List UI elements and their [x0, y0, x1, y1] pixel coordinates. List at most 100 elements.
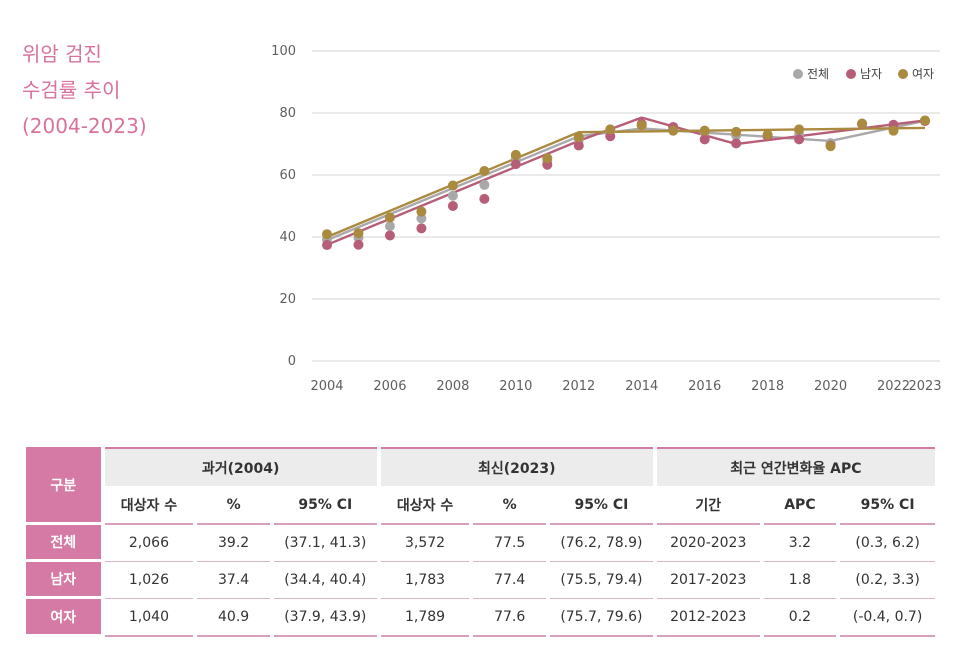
x-tick-label: 2008 — [436, 379, 469, 394]
data-point — [479, 193, 490, 204]
data-point — [510, 149, 521, 160]
table-cell: (0.3, 6.2) — [840, 525, 935, 562]
x-tick-label: 2018 — [751, 379, 784, 394]
subheader: % — [197, 487, 270, 525]
table-cell: 3.2 — [763, 525, 837, 562]
table-cell: 2017-2023 — [656, 562, 760, 599]
data-point — [542, 153, 553, 164]
data-point — [322, 229, 332, 240]
chart-title-line-3: (2004-2023) — [22, 114, 147, 138]
table-cell: 3,572 — [380, 525, 470, 562]
group-header-latest: 최신(2023) — [380, 447, 653, 487]
subheader: APC — [763, 487, 837, 525]
x-tick-label: 2020 — [814, 379, 847, 394]
chart-title-line-1: 위암 검진 — [22, 42, 102, 66]
table-cell: 1,040 — [104, 599, 194, 637]
data-point — [668, 125, 679, 136]
series-line — [326, 119, 926, 242]
y-gridlines — [312, 50, 940, 362]
legend-label: 남자 — [860, 67, 882, 81]
chart-title: 위암 검진 수검률 추이 (2004-2023) — [22, 36, 222, 144]
legend-marker — [846, 69, 856, 79]
subheader: 95% CI — [273, 487, 377, 525]
data-point — [384, 230, 395, 241]
legend-marker — [898, 69, 908, 79]
data-point — [353, 228, 364, 239]
subheader: 대상자 수 — [104, 487, 194, 525]
table-row: 여자 1,040 40.9 (37.9, 43.9) 1,789 77.6 (7… — [26, 599, 935, 637]
table-corner-header: 구분 — [26, 447, 101, 525]
x-tick-label: 2022 — [877, 379, 910, 394]
data-points — [322, 115, 930, 251]
y-tick-label: 100 — [271, 44, 296, 59]
table-cell: 0.2 — [763, 599, 837, 637]
data-point — [699, 125, 710, 136]
table-cell: (75.7, 79.6) — [549, 599, 653, 637]
table-cell: 2012-2023 — [656, 599, 760, 637]
table-cell: 40.9 — [197, 599, 270, 637]
data-point — [416, 223, 427, 234]
table-cell: 1,789 — [380, 599, 470, 637]
legend-label: 전체 — [807, 67, 829, 81]
x-tick-label: 2023 — [908, 379, 941, 394]
row-label: 여자 — [26, 599, 101, 637]
legend-label: 여자 — [912, 67, 934, 81]
data-point — [888, 125, 899, 136]
series-line — [326, 116, 926, 246]
table-cell: 1,026 — [104, 562, 194, 599]
table-cell: 39.2 — [197, 525, 270, 562]
line-chart: 0 20 40 60 80 100 2004 2006 2008 2010 2012 2014 201… — [271, 44, 941, 394]
table-cell: (0.2, 3.3) — [840, 562, 935, 599]
group-header-apc: 최근 연간변화율 APC — [656, 447, 935, 487]
data-point — [794, 124, 805, 135]
data-point — [447, 190, 458, 201]
x-tick-label: 2006 — [373, 379, 406, 394]
table-cell: 1.8 — [763, 562, 837, 599]
summary-table: 구분 과거(2004) 최신(2023) 최근 연간변화율 APC 대상자 수 … — [22, 447, 939, 637]
data-point — [605, 124, 616, 135]
subheader: 95% CI — [840, 487, 935, 525]
y-tick-label: 80 — [279, 106, 296, 121]
table-row: 전체 2,066 39.2 (37.1, 41.3) 3,572 77.5 (7… — [26, 525, 935, 562]
table-cell: (34.4, 40.4) — [273, 562, 377, 599]
table-cell: 77.5 — [473, 525, 546, 562]
table-row: 남자 1,026 37.4 (34.4, 40.4) 1,783 77.4 (7… — [26, 562, 935, 599]
table-cell: 2020-2023 — [656, 525, 760, 562]
table-cell: 2,066 — [104, 525, 194, 562]
table-cell: (37.1, 41.3) — [273, 525, 377, 562]
x-tick-label: 2010 — [499, 379, 532, 394]
data-point — [573, 140, 584, 151]
subheader: 대상자 수 — [380, 487, 470, 525]
data-point — [384, 221, 395, 232]
legend-marker — [793, 69, 803, 79]
subheader: 95% CI — [549, 487, 653, 525]
data-point — [699, 134, 710, 145]
data-point — [479, 165, 490, 176]
y-tick-label: 40 — [279, 230, 296, 245]
x-axis-ticks: 2004 2006 2008 2010 2012 2014 2016 2018 2020 2022… — [310, 379, 941, 394]
data-point — [920, 115, 930, 126]
y-tick-label: 60 — [279, 168, 296, 183]
data-point — [479, 179, 490, 190]
data-point — [416, 206, 427, 217]
y-tick-label: 20 — [279, 292, 296, 307]
trend-lines — [326, 116, 926, 246]
subheader: 기간 — [656, 487, 760, 525]
y-tick-label: 0 — [288, 354, 296, 369]
data-point — [857, 118, 868, 129]
data-point — [353, 239, 364, 250]
data-point — [825, 141, 836, 152]
table-cell: (75.5, 79.4) — [549, 562, 653, 599]
chart-title-line-2: 수검률 추이 — [22, 78, 121, 102]
data-point — [384, 212, 395, 223]
data-point — [447, 201, 458, 211]
table-cell: (-0.4, 0.7) — [840, 599, 935, 637]
data-point — [731, 138, 742, 149]
table-cell: 77.4 — [473, 562, 546, 599]
table-cell: 77.6 — [473, 599, 546, 637]
data-point — [573, 132, 584, 143]
group-header-past: 과거(2004) — [104, 447, 377, 487]
x-tick-label: 2004 — [310, 379, 343, 394]
table-cell: (76.2, 78.9) — [549, 525, 653, 562]
chart-legend: 전체 남자 여자 — [793, 67, 934, 81]
